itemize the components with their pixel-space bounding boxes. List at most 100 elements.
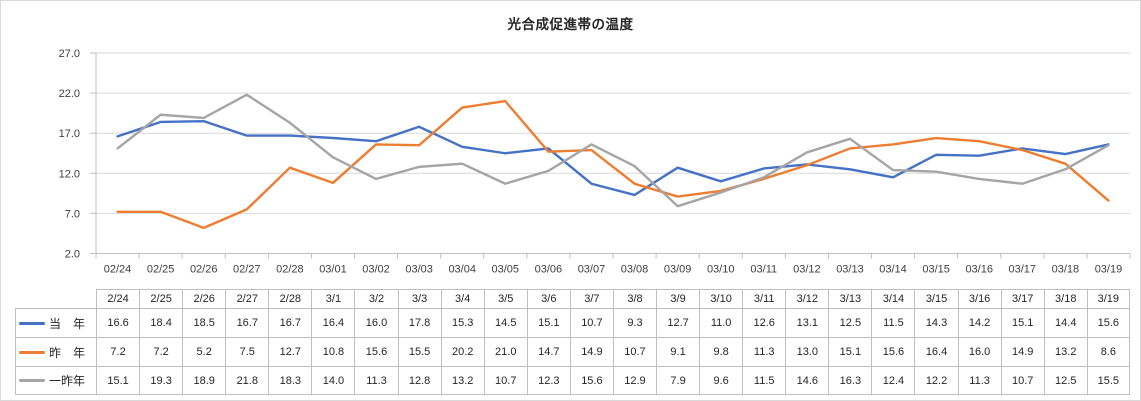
x-axis-label: 03/16 (965, 264, 993, 276)
table-value-cell: 9.8 (699, 337, 743, 366)
table-value-cell: 5.2 (182, 337, 226, 366)
table-value-cell: 16.7 (268, 308, 312, 337)
x-axis-label: 03/10 (707, 264, 735, 276)
table-header-date: 3/13 (828, 289, 872, 308)
table-value-cell: 11.0 (699, 308, 743, 337)
table-header-date: 2/28 (268, 289, 312, 308)
table-header-date: 3/16 (957, 289, 1001, 308)
table-value-cell: 15.6 (354, 337, 398, 366)
x-axis-label: 03/08 (621, 264, 649, 276)
table-value-cell: 15.1 (526, 308, 570, 337)
table-value-cell: 13.2 (1043, 337, 1087, 366)
table-value-cell: 14.7 (526, 337, 570, 366)
x-axis-label: 03/13 (836, 264, 864, 276)
table-value-cell: 11.3 (742, 337, 786, 366)
table-value-cell: 14.5 (483, 308, 527, 337)
table-value-cell: 11.5 (742, 366, 786, 395)
table-header-date: 3/15 (914, 289, 958, 308)
legend-line-swatch (19, 350, 45, 354)
table-value-cell: 11.5 (871, 308, 915, 337)
table-value-cell: 16.0 (957, 337, 1001, 366)
table-value-cell: 16.0 (354, 308, 398, 337)
table-header-date: 2/25 (139, 289, 183, 308)
y-axis-label: 27.0 (59, 48, 80, 60)
table-value-cell: 16.4 (311, 308, 355, 337)
x-axis-label: 03/15 (922, 264, 950, 276)
table-value-cell: 7.9 (656, 366, 700, 395)
table-header-date: 3/18 (1043, 289, 1087, 308)
table-value-cell: 14.4 (1043, 308, 1087, 337)
data-table: 2/24 2/25 2/26 2/27 2/28 3/1 3/2 3/3 3/4 3/5 3/6 3/… (15, 289, 1130, 395)
y-axis-label: 7.0 (65, 208, 80, 220)
table-header-date: 3/12 (785, 289, 829, 308)
table-value-cell: 16.7 (225, 308, 269, 337)
x-axis-label: 03/09 (664, 264, 692, 276)
table-value-cell: 10.7 (483, 366, 527, 395)
table-value-cell: 15.6 (1086, 308, 1130, 337)
table-value-cell: 7.2 (139, 337, 183, 366)
table-value-cell: 12.6 (742, 308, 786, 337)
x-axis-label: 03/03 (405, 264, 433, 276)
chart-plot-area: 27.0 22.0 17.0 12.0 7.0 2.0 02/24 02/25 02/26 02/… (59, 48, 1131, 276)
table-value-cell: 20.2 (440, 337, 484, 366)
table-value-cell: 15.6 (871, 337, 915, 366)
x-axis-label: 02/28 (276, 264, 304, 276)
table-value-cell: 10.7 (612, 337, 657, 366)
table-value-cell: 14.0 (311, 366, 355, 395)
table-value-cell: 16.4 (914, 337, 958, 366)
table-value-cell: 21.0 (483, 337, 527, 366)
table-header-date: 3/10 (699, 289, 743, 308)
table-value-cell: 14.2 (957, 308, 1001, 337)
series-line-1 (116, 99, 1110, 230)
table-header-date: 3/17 (1000, 289, 1044, 308)
table-value-cell: 12.7 (656, 308, 700, 337)
table-header-date: 3/3 (397, 289, 441, 308)
table-value-cell: 14.6 (785, 366, 829, 395)
legend-series-label: 当 年 (49, 316, 86, 331)
table-value-cell: 16.6 (96, 308, 140, 337)
table-value-cell: 15.3 (440, 308, 484, 337)
legend-line-swatch (19, 321, 45, 325)
x-axis-label: 03/07 (578, 264, 606, 276)
table-header-date: 3/6 (526, 289, 570, 308)
x-axis-label: 02/24 (104, 264, 132, 276)
table-value-cell: 16.3 (828, 366, 872, 395)
table-value-cell: 19.3 (139, 366, 183, 395)
table-value-cell: 14.9 (1000, 337, 1044, 366)
table-value-cell: 9.6 (699, 366, 743, 395)
x-axis-label: 03/14 (879, 264, 907, 276)
x-axis-label: 03/11 (750, 264, 777, 276)
table-value-cell: 12.9 (612, 366, 657, 395)
table-value-cell: 12.5 (1043, 366, 1087, 395)
table-value-cell: 15.1 (828, 337, 872, 366)
table-value-cell: 21.8 (225, 366, 269, 395)
table-header-date: 2/26 (182, 289, 226, 308)
table-header-date: 3/14 (871, 289, 915, 308)
x-axis-label: 03/01 (319, 264, 347, 276)
table-value-cell: 10.8 (311, 337, 355, 366)
x-axis-label: 03/12 (793, 264, 821, 276)
table-value-cell: 10.7 (569, 308, 613, 337)
table-value-cell: 7.5 (225, 337, 269, 366)
table-value-cell: 12.5 (828, 308, 872, 337)
x-axis-label: 03/04 (448, 264, 476, 276)
legend-cell: 昨 年 (15, 337, 96, 366)
legend-line-swatch (19, 379, 45, 382)
table-header-date: 3/2 (354, 289, 398, 308)
table-value-cell: 15.5 (397, 337, 441, 366)
table-value-cell: 15.6 (569, 366, 613, 395)
table-value-cell: 18.5 (182, 308, 226, 337)
x-axis-label: 03/05 (492, 264, 520, 276)
table-value-cell: 13.1 (785, 308, 829, 337)
table-header-date: 2/27 (225, 289, 269, 308)
table-value-cell: 10.7 (1000, 366, 1044, 395)
y-axis-label: 17.0 (59, 128, 80, 140)
table-header-date: 3/9 (656, 289, 700, 308)
y-axis-label: 12.0 (59, 168, 80, 180)
table-value-cell: 9.1 (656, 337, 700, 366)
table-header-date: 3/1 (311, 289, 355, 308)
series-line-0 (116, 119, 1110, 197)
table-value-cell: 7.2 (96, 337, 140, 366)
x-axis-label: 02/25 (147, 264, 175, 276)
legend-series-label: 昨 年 (49, 345, 86, 360)
